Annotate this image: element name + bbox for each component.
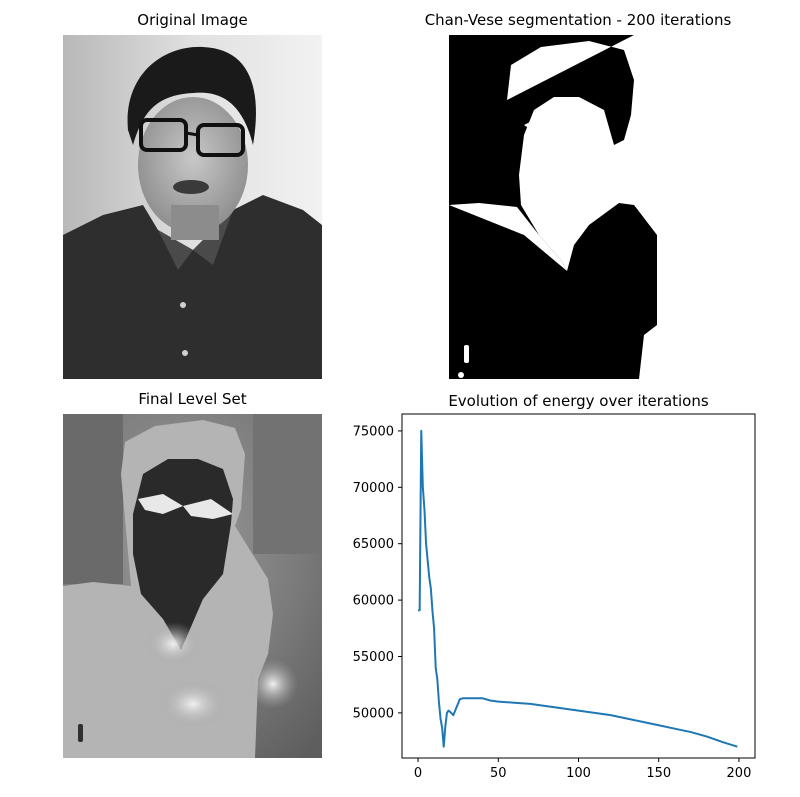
segmentation-title: Chan-Vese segmentation - 200 iterations <box>424 11 732 29</box>
level-set-title: Final Level Set <box>138 390 247 408</box>
level-set-image <box>63 414 322 758</box>
y-tick-label: 55000 <box>353 650 394 665</box>
y-tick-label: 65000 <box>353 537 394 552</box>
energy-series-line <box>418 429 738 748</box>
x-tick-label: 150 <box>646 766 671 781</box>
chart-plot-area: 0 50 100 150 200 50000 55000 60000 65000 70000 750… <box>353 413 756 781</box>
x-tick-label: 200 <box>727 766 752 781</box>
y-tick-label: 70000 <box>353 481 394 496</box>
chart-axes-frame <box>401 413 756 759</box>
original-image <box>63 35 322 379</box>
x-tick-label: 100 <box>566 766 591 781</box>
y-tick-label: 50000 <box>353 706 394 721</box>
chart-title: Evolution of energy over iterations <box>448 392 709 410</box>
x-tick-label: 50 <box>490 766 507 781</box>
y-tick-label: 60000 <box>353 594 394 609</box>
y-tick-label: 75000 <box>353 424 394 439</box>
original-image-title: Original Image <box>137 11 248 29</box>
x-tick-label: 0 <box>414 766 422 781</box>
segmentation-image <box>449 35 708 379</box>
